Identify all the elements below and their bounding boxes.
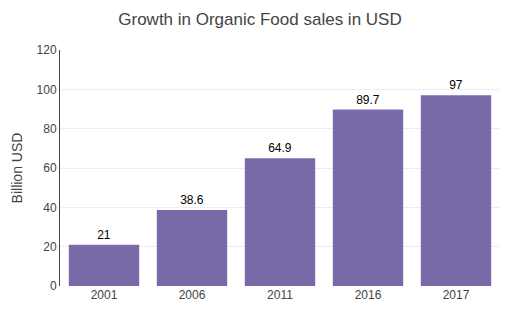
svg-text:2006: 2006 — [179, 288, 206, 302]
svg-text:60: 60 — [43, 161, 57, 175]
svg-text:Growth in Organic Food sales i: Growth in Organic Food sales in USD — [118, 10, 401, 29]
svg-text:89.7: 89.7 — [356, 93, 380, 107]
svg-text:0: 0 — [50, 279, 57, 293]
svg-text:40: 40 — [43, 201, 57, 215]
svg-text:80: 80 — [43, 122, 57, 136]
svg-text:20: 20 — [43, 240, 57, 254]
svg-text:38.6: 38.6 — [180, 193, 204, 207]
svg-text:2016: 2016 — [355, 288, 382, 302]
svg-text:Billion USD: Billion USD — [9, 133, 25, 204]
svg-text:2017: 2017 — [443, 288, 470, 302]
svg-text:2001: 2001 — [91, 288, 118, 302]
svg-text:2011: 2011 — [267, 288, 293, 302]
svg-text:64.9: 64.9 — [268, 141, 292, 155]
svg-text:21: 21 — [97, 228, 111, 242]
svg-text:120: 120 — [37, 43, 57, 57]
svg-text:97: 97 — [449, 78, 463, 92]
svg-text:100: 100 — [37, 83, 57, 97]
